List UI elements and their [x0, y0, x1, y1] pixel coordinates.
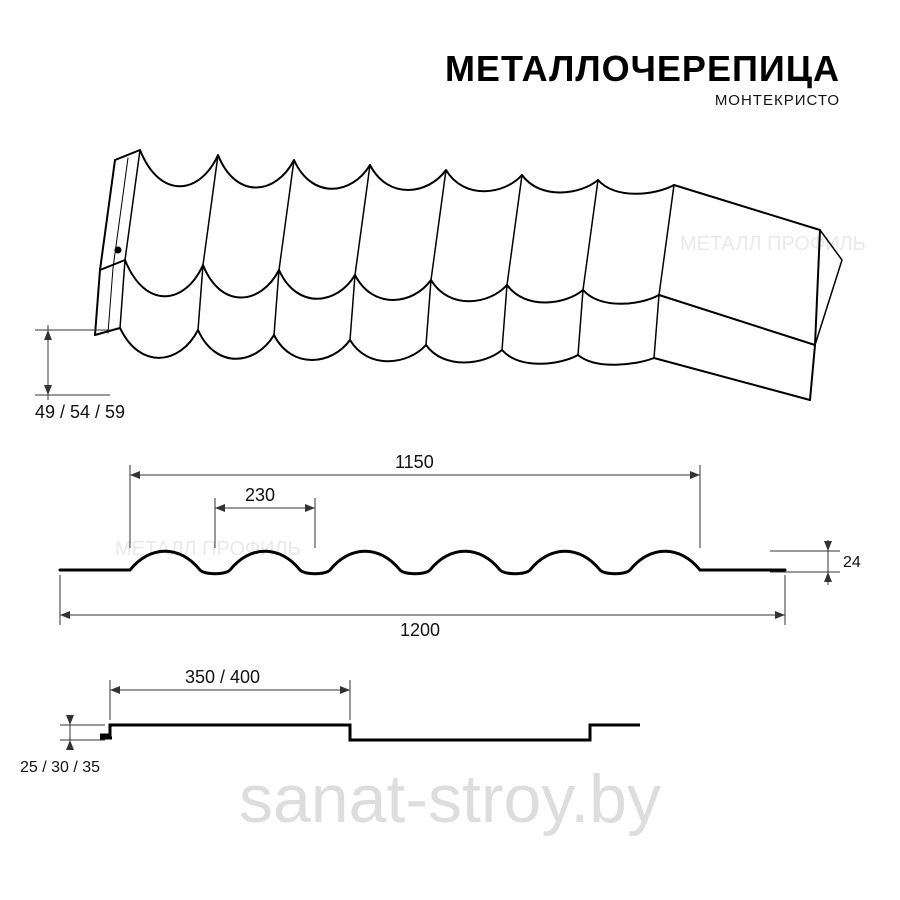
dim-label-step-h-options: 25 / 30 / 35 — [20, 759, 100, 776]
dim-label-wave-h: 24 — [843, 554, 861, 571]
dim-height-options — [35, 325, 110, 400]
dim-label-height-options: 49 / 54 / 59 — [35, 402, 125, 422]
dim-label-pitch: 230 — [245, 485, 275, 505]
perspective-view — [95, 150, 842, 400]
side-view: 350 / 400 25 / 30 / 35 — [20, 667, 640, 776]
dim-label-step-options: 350 / 400 — [185, 667, 260, 687]
dim-label-cover-width: 1150 — [395, 452, 434, 472]
watermark-small-1: МЕТАЛЛ ПРОФИЛЬ — [680, 233, 866, 255]
dim-label-full-width: 1200 — [400, 620, 440, 640]
technical-drawing: МЕТАЛЛ ПРОФИЛЬ 49 / 54 / 59 МЕТАЛЛ ПРОФИ… — [0, 0, 900, 900]
